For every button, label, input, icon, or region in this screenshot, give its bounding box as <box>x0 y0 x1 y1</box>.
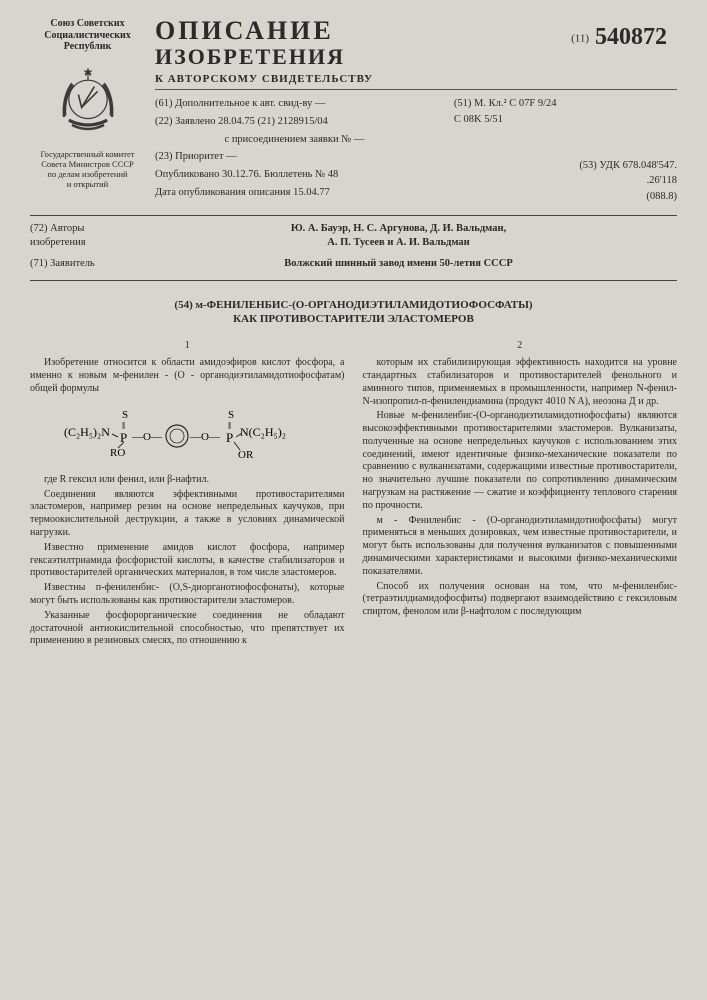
field-71-label: (71) Заявитель <box>30 257 120 272</box>
body-columns: 1 Изобретение относится к области амидоэ… <box>30 340 677 650</box>
meta-block: (61) Дополнительное к авт. свид-ву — (22… <box>155 94 677 207</box>
col2-para: Новые м-фениленбис-(О-органодиэтиламидот… <box>363 410 678 512</box>
patent-number-prefix: (11) <box>571 32 589 44</box>
field-72-label: (72) Авторы изобретения <box>30 222 120 251</box>
svg-text:N(C₂H₅)₂: N(C₂H₅)₂ <box>240 425 286 439</box>
svg-text:P: P <box>226 430 233 445</box>
divider <box>30 215 677 216</box>
field-22: (22) Заявлено 28.04.75 (21) 2128915/04 <box>155 114 434 130</box>
col1-para: Известны п-фениленбис- (O,S-диорганотиоф… <box>30 582 345 608</box>
invention-title: (54) м-ФЕНИЛЕНБИС-(О-ОРГАНОДИЭТИЛАМИДОТИ… <box>70 299 637 327</box>
field-22b: с присоединением заявки № — <box>155 132 434 148</box>
col1-para: Соединения являются эффективными противо… <box>30 489 345 540</box>
committee-label: Государственный комитет Совета Министров… <box>30 149 145 190</box>
col2-para: м - Фениленбис - (О-органодиэтиламидотио… <box>363 515 678 579</box>
svg-text:—O—: —O— <box>189 431 221 443</box>
meta-right: (51) М. Кл.² C 07F 9/24 C 08K 5/51 (53) … <box>444 94 677 207</box>
svg-text:OR: OR <box>238 449 254 461</box>
svg-text:RO: RO <box>110 447 125 459</box>
field-61: (61) Дополнительное к авт. свид-ву — <box>155 96 434 112</box>
state-emblem-icon <box>48 61 128 141</box>
svg-text:—O—: —O— <box>131 431 163 443</box>
field-23: (23) Приоритет — <box>155 149 434 165</box>
field-71-applicant: Волжский шинный завод имени 50-летия ССС… <box>120 257 677 272</box>
field-72-authors: Ю. А. Бауэр, Н. С. Аргунова, Д. И. Вальд… <box>120 222 677 251</box>
col1-para: Указанные фосфорорганические соединения … <box>30 610 345 648</box>
col1-para: Известно применение амидов кислот фосфор… <box>30 542 345 580</box>
field-51: (51) М. Кл.² C 07F 9/24 C 08K 5/51 <box>454 96 677 128</box>
col2-para: Способ их получения основан на том, что … <box>363 581 678 619</box>
col1-number: 1 <box>30 340 345 353</box>
certificate-line: К АВТОРСКОМУ СВИДЕТЕЛЬСТВУ <box>155 73 677 85</box>
column-2: 2 которым их стабилизирующая эффективнос… <box>363 340 678 650</box>
meta-left: (61) Дополнительное к авт. свид-ву — (22… <box>155 94 444 207</box>
col1-para: где R гексил или фенил, или β-нафтил. <box>30 474 345 487</box>
field-pubdate: Дата опубликования описания 15.04.77 <box>155 185 434 201</box>
field-published: Опубликовано 30.12.76. Бюллетень № 48 <box>155 167 434 183</box>
left-column: Союз Советских Социалистических Республи… <box>30 18 145 189</box>
authors-block: (72) Авторы изобретения Ю. А. Бауэр, Н. … <box>30 222 677 272</box>
divider <box>155 89 677 90</box>
column-1: 1 Изобретение относится к области амидоэ… <box>30 340 345 650</box>
col1-para: Изобретение относится к области амидоэфи… <box>30 357 345 395</box>
chemical-formula: (C₂H₅)₂N S ‖ P RO —O— —O— S ‖ P OR N(C₂H… <box>30 404 345 466</box>
divider <box>30 280 677 281</box>
union-label: Союз Советских Социалистических Республи… <box>30 18 145 53</box>
authors-row: (72) Авторы изобретения Ю. А. Бауэр, Н. … <box>30 222 677 251</box>
col2-para: которым их стабилизирующая эффективность… <box>363 357 678 408</box>
field-53: (53) УДК 678.048'547. .26'118 (088.8) <box>454 158 677 205</box>
applicant-row: (71) Заявитель Волжский шинный завод име… <box>30 257 677 272</box>
patent-number-value: 540872 <box>595 24 667 50</box>
col2-number: 2 <box>363 340 678 353</box>
svg-text:(C₂H₅)₂N: (C₂H₅)₂N <box>64 425 110 439</box>
patent-page: (11) 540872 Союз Советских Социалистичес… <box>0 0 707 1000</box>
patent-number: (11) 540872 <box>571 24 667 51</box>
